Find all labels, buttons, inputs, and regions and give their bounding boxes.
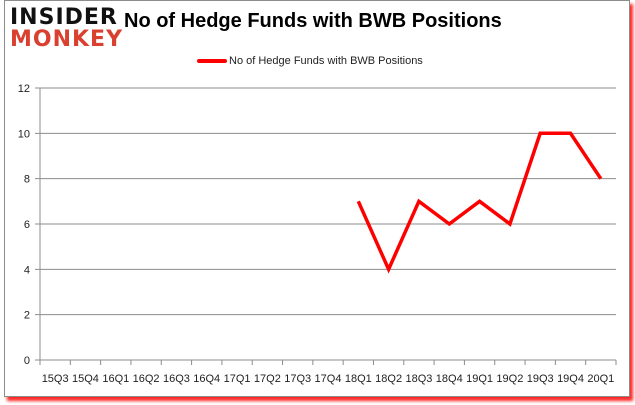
- logo-line-2: MONKEY: [10, 27, 124, 52]
- x-tick-label: 17Q4: [315, 373, 342, 385]
- x-tick-label: 17Q3: [284, 373, 311, 385]
- x-tick-label: 16Q3: [163, 373, 190, 385]
- x-tick-label: 17Q2: [254, 373, 281, 385]
- logo-line-1: INSIDER: [10, 5, 118, 30]
- chart-title: No of Hedge Funds with BWB Positions: [124, 10, 502, 32]
- x-tick-label: 19Q3: [527, 373, 554, 385]
- x-tick-label: 18Q2: [375, 373, 402, 385]
- data-series-line: [356, 131, 603, 274]
- chart-frame: [4, 0, 630, 397]
- x-tick-label: 15Q4: [72, 373, 99, 385]
- x-tick-label: 17Q1: [224, 373, 251, 385]
- y-tick-label: 12: [18, 83, 30, 95]
- x-tick-label: 15Q3: [42, 373, 69, 385]
- y-tick-label: 4: [24, 264, 30, 276]
- x-tick-label: 18Q3: [405, 373, 432, 385]
- legend-swatch: [197, 59, 227, 63]
- x-tick-label: 18Q4: [436, 373, 463, 385]
- x-tick-label: 20Q1: [587, 373, 614, 385]
- y-tick-label: 10: [18, 128, 30, 140]
- x-tick-label: 19Q1: [466, 373, 493, 385]
- y-tick-label: 6: [24, 219, 30, 231]
- x-tick-label: 19Q2: [496, 373, 523, 385]
- x-tick-label: 16Q1: [102, 373, 129, 385]
- y-tick-label: 8: [24, 174, 30, 186]
- x-tick-label: 19Q4: [557, 373, 584, 385]
- x-tick-label: 16Q4: [193, 373, 220, 385]
- chart-legend: No of Hedge Funds with BWB Positions: [197, 55, 423, 67]
- x-tick-label: 18Q1: [345, 373, 372, 385]
- insider-monkey-logo: INSIDER MONKEY: [10, 5, 122, 54]
- y-tick-label: 2: [24, 310, 30, 322]
- legend-label: No of Hedge Funds with BWB Positions: [229, 55, 423, 67]
- x-tick-label: 16Q2: [133, 373, 160, 385]
- y-tick-label: 0: [24, 355, 30, 367]
